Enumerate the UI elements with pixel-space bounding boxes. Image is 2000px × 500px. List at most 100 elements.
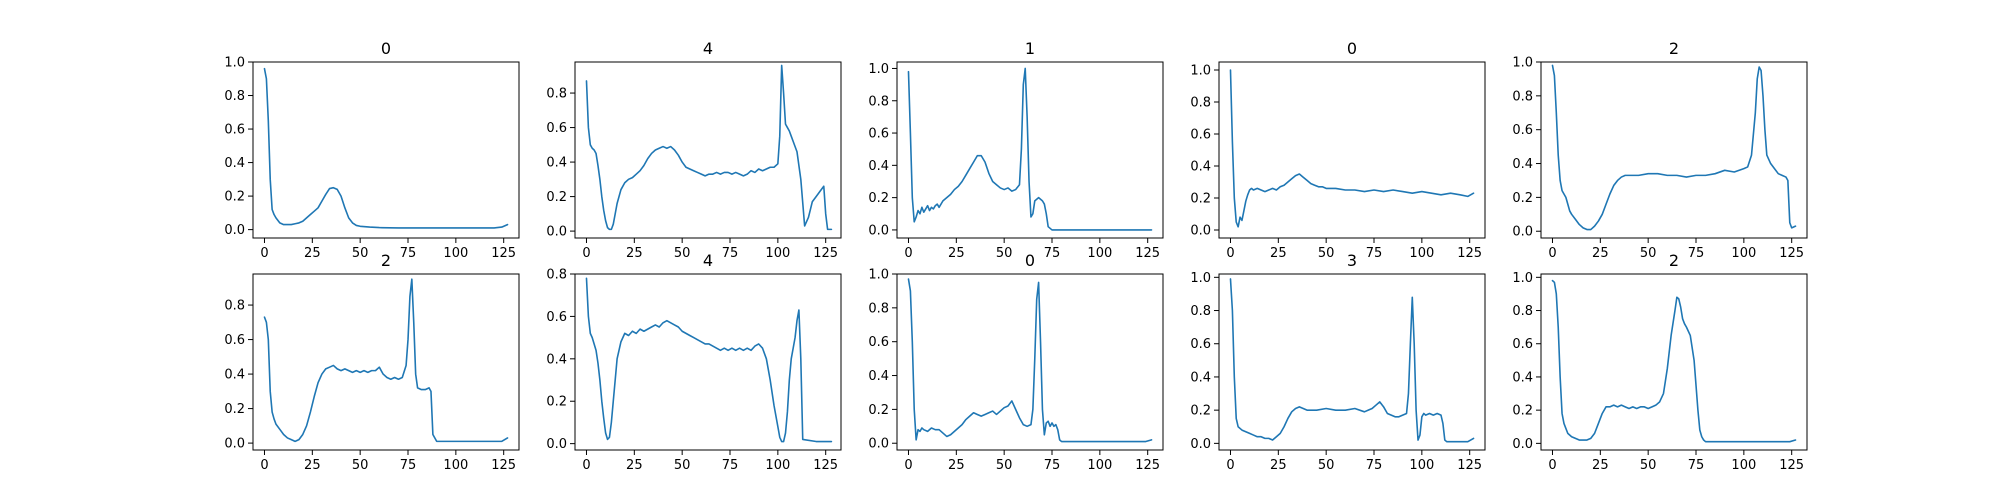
axes-frame (1540, 61, 1808, 239)
y-tick-label: 0.0 (1512, 437, 1533, 452)
x-tick-label: 25 (948, 458, 965, 473)
subplot-title: 2 (381, 251, 391, 270)
series-line (263, 67, 509, 229)
y-tick-label: 0.4 (868, 369, 889, 384)
x-tick-label: 75 (722, 458, 739, 473)
x-tick-label: 125 (1457, 458, 1482, 473)
series-line (907, 278, 1153, 443)
x-tick-label: 50 (674, 458, 691, 473)
y-tick-label: 0.8 (546, 268, 567, 283)
y-tick-label: 0.2 (1512, 404, 1533, 419)
x-tick-label: 125 (1135, 246, 1160, 261)
subplot-8: 0 0 25 50 75 100 125 0.0 0.2 0.4 0.6 0.8 1.0 (868, 251, 1164, 473)
x-tick-label: 25 (626, 458, 643, 473)
y-tick-label: 0.6 (868, 127, 889, 142)
x-tick-label: 125 (1457, 246, 1482, 261)
subplot-2: 4 0 25 50 75 100 125 0.0 0.2 0.4 0.6 0.8 (546, 39, 842, 261)
y-tick-label: 0.4 (1512, 370, 1533, 385)
x-tick-label: 125 (491, 458, 516, 473)
y-tick-label: 0.6 (1190, 337, 1211, 352)
y-tick-label: 0.0 (224, 223, 245, 238)
y-tick-label: 0.4 (1512, 157, 1533, 172)
axes-frame (896, 61, 1164, 239)
x-tick-label: 50 (1318, 246, 1335, 261)
x-tick-label: 25 (1270, 458, 1287, 473)
y-tick-label: 0.4 (546, 352, 567, 367)
x-tick-label: 75 (1044, 458, 1061, 473)
x-tick-label: 0 (1226, 458, 1234, 473)
axes-frame (574, 273, 842, 451)
x-tick-label: 125 (813, 246, 838, 261)
y-tick-label: 0.0 (1190, 224, 1211, 239)
x-tick-label: 100 (1409, 458, 1434, 473)
y-tick-label: 0.2 (868, 403, 889, 418)
series-line (263, 278, 509, 443)
y-tick-label: 1.0 (1190, 271, 1211, 286)
x-tick-label: 0 (904, 246, 912, 261)
x-tick-label: 75 (1688, 458, 1705, 473)
subplot-6: 2 0 25 50 75 100 125 0.0 0.2 0.4 0.6 0.8 (224, 251, 520, 473)
x-tick-label: 50 (996, 246, 1013, 261)
y-tick-label: 0.8 (1512, 89, 1533, 104)
y-tick-label: 0.2 (224, 402, 245, 417)
subplot-title: 3 (1347, 251, 1357, 270)
x-tick-label: 50 (1640, 458, 1657, 473)
y-tick-label: 0.8 (1512, 304, 1533, 319)
x-tick-label: 50 (996, 458, 1013, 473)
x-tick-label: 25 (304, 246, 321, 261)
y-tick-label: 1.0 (868, 62, 889, 77)
y-tick-label: 1.0 (1512, 56, 1533, 71)
x-tick-label: 50 (674, 246, 691, 261)
x-tick-label: 100 (443, 458, 468, 473)
x-tick-label: 75 (1366, 246, 1383, 261)
y-tick-label: 1.0 (1512, 271, 1533, 286)
y-tick-label: 0.8 (224, 299, 245, 314)
x-tick-label: 125 (491, 246, 516, 261)
series-line (1551, 279, 1797, 443)
y-tick-label: 0.6 (546, 121, 567, 136)
x-tick-label: 75 (1044, 246, 1061, 261)
x-tick-label: 75 (400, 246, 417, 261)
x-tick-label: 125 (1135, 458, 1160, 473)
x-tick-label: 0 (260, 458, 268, 473)
y-tick-label: 0.2 (1190, 404, 1211, 419)
x-tick-label: 75 (722, 246, 739, 261)
x-tick-label: 25 (1270, 246, 1287, 261)
subplot-9: 3 0 25 50 75 100 125 0.0 0.2 0.4 0.6 0.8 1.0 (1190, 251, 1486, 473)
x-tick-label: 0 (582, 246, 590, 261)
subplot-5: 2 0 25 50 75 100 125 0.0 0.2 0.4 0.6 0.8 1.0 (1512, 39, 1808, 261)
x-tick-label: 0 (1548, 458, 1556, 473)
x-tick-label: 100 (1087, 246, 1112, 261)
x-tick-label: 25 (1592, 458, 1609, 473)
y-tick-label: 0.8 (1190, 304, 1211, 319)
x-tick-label: 50 (1318, 458, 1335, 473)
x-tick-label: 75 (1366, 458, 1383, 473)
y-tick-label: 0.8 (224, 89, 245, 104)
y-tick-label: 0.6 (1512, 337, 1533, 352)
x-tick-label: 75 (1688, 246, 1705, 261)
subplot-1: 0 0 25 50 75 100 125 0.0 0.2 0.4 0.6 0.8 1.0 (224, 39, 520, 261)
y-tick-label: 0.0 (868, 437, 889, 452)
y-tick-label: 0.4 (868, 159, 889, 174)
y-tick-label: 0.4 (1190, 370, 1211, 385)
y-tick-label: 0.8 (868, 94, 889, 109)
x-tick-label: 100 (1731, 246, 1756, 261)
y-tick-label: 0.0 (546, 225, 567, 240)
x-tick-label: 100 (765, 458, 790, 473)
subplot-title: 4 (703, 39, 713, 58)
y-tick-label: 0.4 (546, 156, 567, 171)
axes-frame (896, 273, 1164, 451)
axes-frame (252, 273, 520, 451)
x-tick-label: 50 (352, 458, 369, 473)
y-tick-label: 0.4 (224, 156, 245, 171)
y-tick-label: 1.0 (1190, 64, 1211, 79)
y-tick-label: 0.6 (1190, 128, 1211, 143)
y-tick-label: 0.6 (868, 335, 889, 350)
x-tick-label: 50 (352, 246, 369, 261)
y-tick-label: 0.2 (546, 190, 567, 205)
subplot-title: 1 (1025, 39, 1035, 58)
series-line (1551, 64, 1797, 231)
y-tick-label: 0.0 (224, 437, 245, 452)
y-tick-label: 0.8 (868, 301, 889, 316)
